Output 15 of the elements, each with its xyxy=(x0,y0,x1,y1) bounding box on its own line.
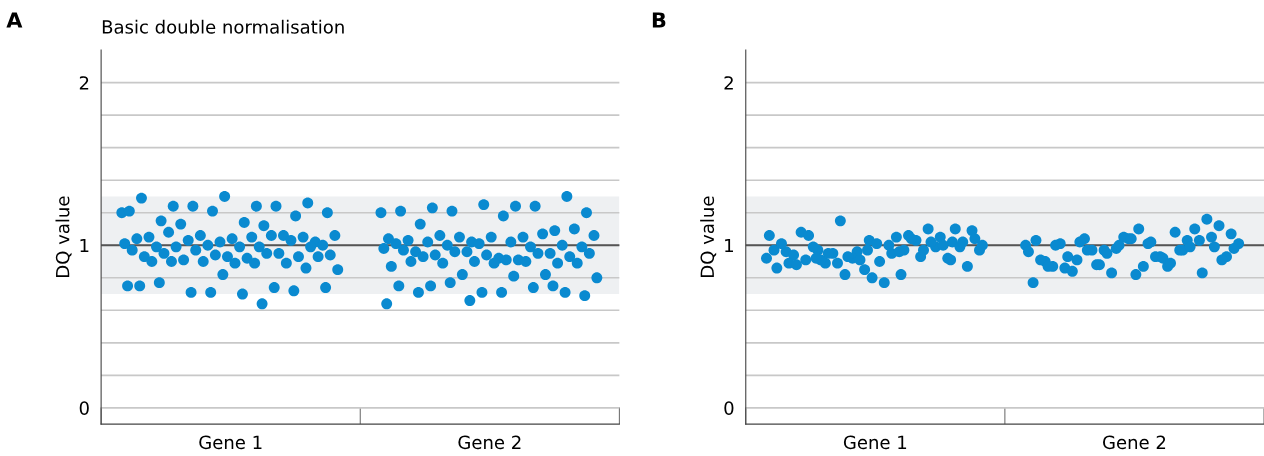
y-tick-label: 1 xyxy=(725,238,733,253)
y-axis-title: DQ value xyxy=(700,196,717,277)
y-tick-label: 1 xyxy=(80,238,89,253)
y-tick-label: 2 xyxy=(79,76,89,90)
x-tick-label: Gene 1 xyxy=(843,435,907,450)
x-tick-label: Gene 1 xyxy=(199,435,262,450)
y-tick-label: 2 xyxy=(724,76,733,90)
x-tick-label: Gene 2 xyxy=(458,435,521,450)
y-axis-title: DQ value xyxy=(55,196,72,277)
text: B xyxy=(652,12,666,28)
chart-title: Basic double normalisation xyxy=(102,19,344,34)
x-tick-label: Gene 2 xyxy=(1103,435,1166,450)
text: A xyxy=(6,12,23,28)
y-tick-label: 0 xyxy=(724,401,734,415)
y-tick-label: 0 xyxy=(79,401,89,415)
